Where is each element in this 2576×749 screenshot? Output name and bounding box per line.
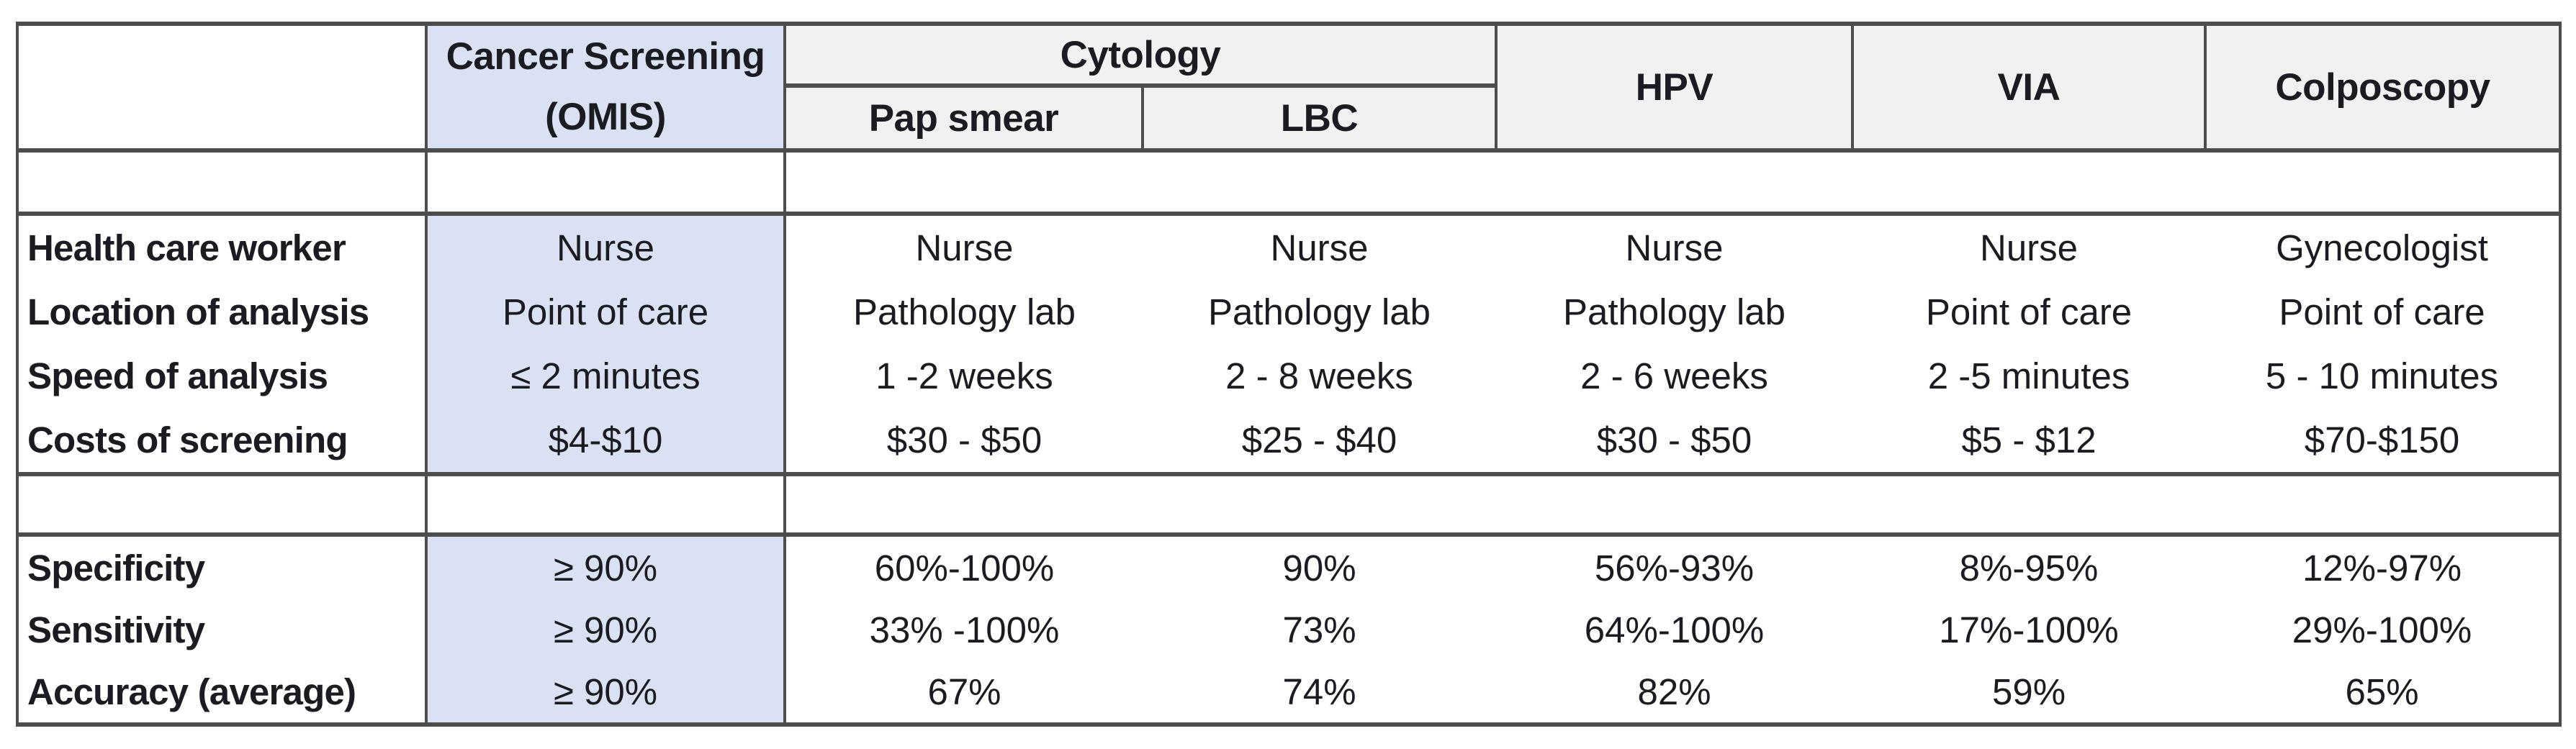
screening-comparison-table: Cancer Screening (OMIS) Cytology HPV VIA… (16, 22, 2562, 727)
header-cell-hpv: HPV (1495, 22, 1855, 153)
value-cell: 65% (2345, 671, 2419, 712)
spacer-cell (785, 150, 1143, 214)
values-colposcopy-operational: Gynecologist Point of care 5 - 10 minute… (2205, 212, 2562, 476)
spacer-cell (425, 474, 786, 535)
values-pap-operational: Nurse Pathology lab 1 -2 weeks $30 - $50 (785, 212, 1143, 476)
values-omis-operational: Nurse Point of care ≤ 2 minutes $4-$10 (425, 212, 786, 476)
omis-header-line1: Cancer Screening (446, 35, 765, 78)
row-label: Specificity (27, 547, 205, 589)
values-omis-performance: ≥ 90% ≥ 90% ≥ 90% (425, 532, 786, 727)
spacer-cell (1852, 474, 2206, 535)
spacer-row-2 (16, 474, 2562, 535)
header-cell-colposcopy: Colposcopy (2204, 22, 2562, 153)
value-cell: 64%-100% (1584, 609, 1765, 650)
value-cell: 29%-100% (2292, 609, 2472, 650)
value-cell: $30 - $50 (886, 419, 1042, 460)
spacer-cell (2205, 150, 2562, 214)
spacer-cell (1496, 474, 1853, 535)
value-cell: 74% (1282, 671, 1356, 712)
value-cell: 33% -100% (869, 609, 1060, 650)
row-label: Sensitivity (27, 609, 205, 650)
value-cell: Pathology lab (852, 291, 1076, 332)
value-cell: $4-$10 (548, 419, 663, 460)
value-cell: Nurse (1979, 227, 2079, 268)
value-cell: 17%-100% (1939, 609, 2119, 650)
header-row-1: Cancer Screening (OMIS) Cytology HPV VIA… (16, 22, 2562, 153)
value-cell: 2 - 6 weeks (1580, 355, 1768, 396)
row-label: Health care worker (27, 227, 346, 268)
spacer-row-1 (16, 150, 2562, 214)
spacer-cell (785, 474, 1143, 535)
value-cell: 82% (1637, 671, 1711, 712)
value-cell: Nurse (915, 227, 1014, 268)
value-cell: 2 - 8 weeks (1225, 355, 1413, 396)
value-cell: 59% (1991, 671, 2066, 712)
value-cell: Pathology lab (1562, 291, 1786, 332)
values-lbc-operational: Nurse Pathology lab 2 - 8 weeks $25 - $4… (1143, 212, 1497, 476)
section-performance: Specificity Sensitivity Accuracy (averag… (16, 532, 2562, 727)
value-cell: 12%-97% (2302, 547, 2462, 589)
spacer-cell (16, 150, 426, 214)
row-label: Costs of screening (27, 419, 348, 460)
value-cell: Nurse (1625, 227, 1724, 268)
value-cell: Point of care (1925, 291, 2133, 332)
value-cell: 8%-95% (1959, 547, 2099, 589)
header-cell-blank (16, 22, 428, 153)
spacer-cell (2205, 474, 2562, 535)
row-label: Speed of analysis (27, 355, 328, 396)
value-cell: Nurse (556, 227, 655, 268)
header-row-2: Pap smear LBC (17, 83, 2560, 153)
value-cell: 5 - 10 minutes (2265, 355, 2499, 396)
value-cell: 60%-100% (874, 547, 1055, 589)
spacer-cell (1496, 150, 1853, 214)
row-label: Location of analysis (27, 291, 369, 332)
value-cell: 1 -2 weeks (875, 355, 1053, 396)
header-cell-omis: Cancer Screening (OMIS) (425, 22, 786, 153)
value-cell: $30 - $50 (1596, 419, 1752, 460)
value-cell: 73% (1282, 609, 1356, 650)
spacer-cell (1852, 150, 2206, 214)
header-cell-cytology: Cytology (783, 22, 1498, 88)
values-pap-performance: 60%-100% 33% -100% 67% (785, 532, 1143, 727)
value-cell: Point of care (502, 291, 709, 332)
section-operational: Health care worker Location of analysis … (16, 212, 2562, 476)
values-lbc-performance: 90% 73% 74% (1143, 532, 1497, 727)
value-cell: 2 -5 minutes (1927, 355, 2130, 396)
value-cell: ≥ 90% (553, 609, 658, 650)
values-colposcopy-performance: 12%-97% 29%-100% 65% (2205, 532, 2562, 727)
value-cell: Pathology lab (1207, 291, 1431, 332)
value-cell: Gynecologist (2276, 227, 2488, 268)
values-hpv-performance: 56%-93% 64%-100% 82% (1496, 532, 1853, 727)
omis-header-line2: (OMIS) (545, 96, 666, 138)
row-labels-performance: Specificity Sensitivity Accuracy (averag… (16, 532, 426, 727)
value-cell: $25 - $40 (1241, 419, 1397, 460)
value-cell: ≤ 2 minutes (510, 355, 701, 396)
value-cell: Point of care (2279, 291, 2485, 332)
value-cell: 67% (927, 671, 1001, 712)
spacer-cell (1143, 150, 1497, 214)
value-cell: $70-$150 (2304, 419, 2460, 460)
header-cell-via: VIA (1851, 22, 2207, 153)
value-cell: ≥ 90% (553, 671, 658, 712)
spacer-cell (16, 474, 426, 535)
value-cell: 56%-93% (1594, 547, 1755, 589)
value-cell: Nurse (1270, 227, 1369, 268)
values-via-operational: Nurse Point of care 2 -5 minutes $5 - $1… (1852, 212, 2206, 476)
spacer-cell (425, 150, 786, 214)
header-cell-lbc: LBC (1140, 83, 1498, 153)
value-cell: $5 - $12 (1961, 419, 2097, 460)
row-labels-operational: Health care worker Location of analysis … (16, 212, 426, 476)
values-hpv-operational: Nurse Pathology lab 2 - 6 weeks $30 - $5… (1496, 212, 1853, 476)
spacer-cell (1143, 474, 1497, 535)
value-cell: ≥ 90% (553, 547, 658, 589)
header-cell-pap-smear: Pap smear (783, 83, 1144, 153)
row-label: Accuracy (average) (27, 671, 356, 712)
value-cell: 90% (1282, 547, 1356, 589)
values-via-performance: 8%-95% 17%-100% 59% (1852, 532, 2206, 727)
